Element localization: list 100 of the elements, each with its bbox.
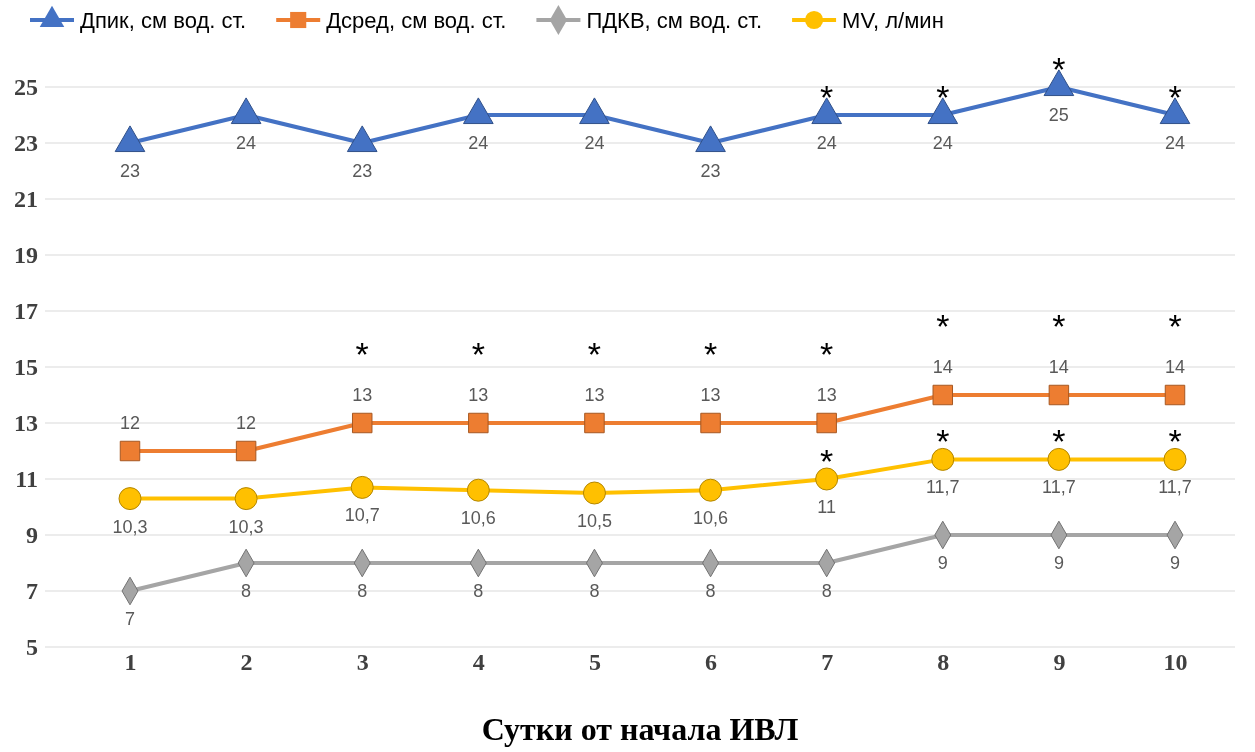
x-tick-label: 9 bbox=[1053, 649, 1066, 675]
point bbox=[699, 478, 723, 502]
point bbox=[1043, 69, 1075, 97]
data-label: 23 bbox=[352, 161, 373, 181]
y-tick-label: 21 bbox=[14, 186, 38, 213]
annotation: * bbox=[355, 335, 369, 373]
y-tick-label: 19 bbox=[14, 242, 38, 269]
data-label: 8 bbox=[705, 581, 716, 601]
annotation: * bbox=[1052, 307, 1066, 345]
point bbox=[350, 475, 374, 499]
point bbox=[582, 481, 606, 505]
data-label: 9 bbox=[1053, 553, 1064, 573]
point bbox=[351, 412, 373, 434]
data-label: 24 bbox=[932, 133, 953, 153]
data-label: 10,6 bbox=[693, 508, 729, 529]
x-axis-title: Сутки от начала ИВЛ bbox=[481, 711, 799, 747]
data-label: 13 bbox=[468, 385, 489, 405]
point bbox=[466, 478, 490, 502]
data-label: 13 bbox=[352, 385, 373, 405]
y-tick-label: 25 bbox=[14, 74, 38, 101]
point bbox=[1159, 97, 1191, 125]
point bbox=[234, 487, 258, 511]
data-label: 10,7 bbox=[344, 505, 380, 526]
annotation: * bbox=[587, 335, 602, 373]
x-tick-label: 7 bbox=[821, 649, 834, 675]
data-label: 11 bbox=[817, 497, 837, 517]
y-tick-label: 7 bbox=[26, 578, 38, 605]
point bbox=[1163, 447, 1187, 471]
data-label: 11,7 bbox=[1042, 477, 1076, 498]
point bbox=[1048, 384, 1070, 406]
x-tick-label: 6 bbox=[705, 649, 718, 675]
data-label: 25 bbox=[1048, 105, 1069, 125]
y-tick-label: 11 bbox=[15, 466, 38, 493]
legend-label: Дсред, см вод. ст. bbox=[326, 8, 507, 33]
data-label: 12 bbox=[119, 413, 141, 433]
data-label: 24 bbox=[584, 133, 605, 153]
point bbox=[114, 125, 146, 153]
point bbox=[931, 447, 955, 471]
x-tick-label: 5 bbox=[588, 649, 601, 675]
data-label: 24 bbox=[236, 133, 257, 153]
data-label: 24 bbox=[468, 133, 489, 153]
point bbox=[815, 467, 839, 491]
y-tick-label: 15 bbox=[14, 354, 38, 381]
point bbox=[230, 97, 262, 125]
data-label: 8 bbox=[357, 581, 368, 601]
point bbox=[695, 125, 726, 153]
data-label: 9 bbox=[1169, 553, 1181, 573]
data-label: 8 bbox=[821, 581, 832, 601]
point bbox=[463, 97, 494, 125]
data-label: 7 bbox=[124, 609, 136, 629]
annotation: * bbox=[1168, 78, 1182, 116]
point bbox=[811, 97, 842, 125]
data-label: 12 bbox=[236, 413, 257, 433]
data-label: 14 bbox=[932, 357, 953, 377]
data-label: 11,7 bbox=[925, 477, 960, 498]
data-label: 8 bbox=[473, 581, 484, 601]
point bbox=[119, 440, 141, 462]
point bbox=[927, 97, 959, 125]
annotation: * bbox=[1052, 50, 1066, 88]
point bbox=[235, 440, 257, 462]
y-tick-label: 23 bbox=[14, 130, 38, 157]
data-label: 10,6 bbox=[460, 508, 496, 529]
point bbox=[700, 412, 721, 434]
annotation: * bbox=[703, 335, 718, 373]
data-label: 8 bbox=[589, 581, 600, 601]
point bbox=[932, 384, 954, 406]
data-label: 10,3 bbox=[112, 516, 148, 537]
x-tick-label: 10 bbox=[1163, 649, 1188, 675]
point bbox=[816, 412, 837, 434]
point bbox=[1164, 384, 1186, 406]
data-label: 23 bbox=[700, 161, 721, 181]
point bbox=[346, 125, 378, 153]
point bbox=[579, 97, 610, 125]
y-tick-label: 17 bbox=[14, 298, 38, 325]
x-tick-label: 1 bbox=[124, 649, 137, 675]
data-label: 11,7 bbox=[1158, 477, 1192, 498]
annotation: * bbox=[936, 422, 950, 461]
point bbox=[468, 412, 489, 434]
data-label: 24 bbox=[1164, 133, 1186, 153]
legend-label: ПДКВ, см вод. ст. bbox=[586, 8, 763, 33]
data-label: 13 bbox=[816, 385, 837, 405]
annotation: * bbox=[820, 442, 834, 480]
x-tick-label: 3 bbox=[356, 649, 369, 675]
data-label: 14 bbox=[1048, 357, 1069, 377]
annotation: * bbox=[820, 78, 834, 116]
data-label: 24 bbox=[816, 133, 837, 153]
annotation: * bbox=[1052, 422, 1066, 461]
annotation: * bbox=[820, 335, 834, 373]
data-label: 9 bbox=[937, 553, 948, 573]
annotation: * bbox=[936, 78, 950, 116]
point bbox=[118, 487, 142, 511]
x-tick-label: 4 bbox=[472, 649, 485, 675]
data-label: 14 bbox=[1164, 357, 1186, 377]
data-label: 10,3 bbox=[228, 516, 264, 537]
data-label: 23 bbox=[119, 161, 141, 181]
legend-label: Дпик, см вод. ст. bbox=[80, 8, 247, 33]
data-label: 13 bbox=[584, 385, 605, 405]
annotation: * bbox=[1168, 422, 1182, 461]
annotation: * bbox=[936, 307, 950, 345]
data-label: 10,5 bbox=[576, 511, 612, 531]
